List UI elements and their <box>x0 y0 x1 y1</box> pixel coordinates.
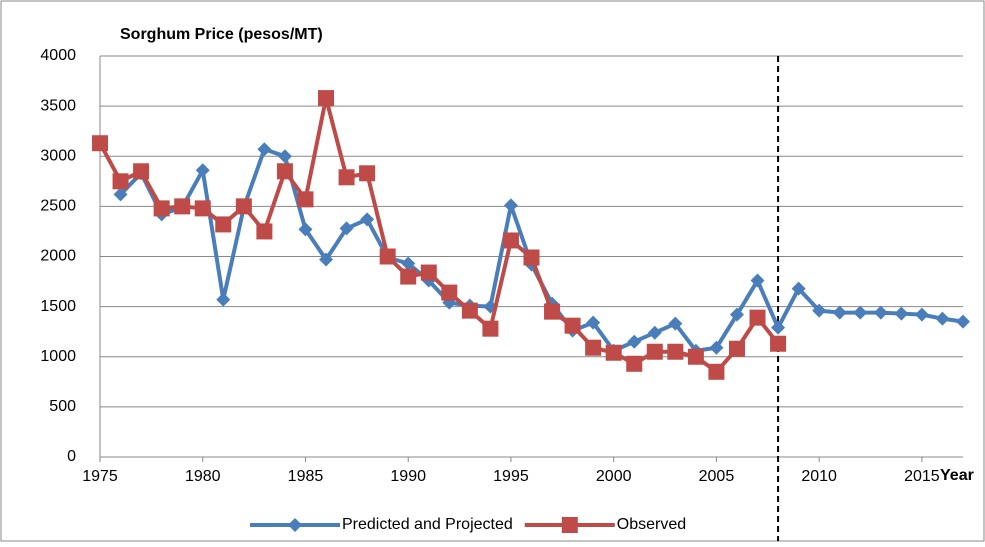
data-point <box>564 317 581 334</box>
data-point <box>647 325 662 340</box>
y-tick-label: 1000 <box>40 348 76 365</box>
data-point <box>401 256 416 271</box>
data-point <box>92 135 108 152</box>
data-point <box>668 316 683 331</box>
data-point <box>257 142 272 157</box>
data-point <box>195 163 210 178</box>
data-point <box>586 315 601 330</box>
x-tick-label: 1985 <box>288 468 324 485</box>
data-point <box>298 222 313 237</box>
data-point <box>360 212 375 227</box>
data-point <box>873 305 888 320</box>
data-point <box>935 311 950 326</box>
data-point <box>894 306 909 321</box>
data-point <box>667 343 684 360</box>
y-tick-label: 2000 <box>40 248 76 265</box>
data-point <box>749 309 766 326</box>
x-axis-label: Year <box>940 467 974 484</box>
data-point <box>914 307 929 322</box>
data-point <box>708 363 725 380</box>
data-point <box>771 320 786 335</box>
series-line <box>119 147 964 353</box>
x-tick-label: 2000 <box>596 468 632 485</box>
data-point <box>216 292 231 307</box>
data-point <box>523 249 540 266</box>
x-tick-label: 1980 <box>185 468 221 485</box>
data-point <box>605 344 622 361</box>
data-point <box>502 232 519 249</box>
x-tick-label: 1990 <box>390 468 426 485</box>
data-point <box>441 284 458 301</box>
y-tick-label: 3500 <box>40 97 76 114</box>
series <box>113 142 970 358</box>
y-tick-label: 2500 <box>40 198 76 215</box>
x-tick-label: 2010 <box>801 468 837 485</box>
data-point <box>133 163 150 180</box>
data-point <box>687 348 704 365</box>
data-point <box>420 264 437 281</box>
data-point <box>503 198 518 213</box>
data-point <box>400 268 417 285</box>
y-tick-label: 3000 <box>40 147 76 164</box>
legend-label: Predicted and Projected <box>342 516 513 533</box>
data-point <box>626 355 643 372</box>
y-tick-label: 1500 <box>40 298 76 315</box>
data-point <box>729 307 744 322</box>
data-point <box>153 200 170 217</box>
data-point <box>956 314 970 329</box>
x-tick-label: 1995 <box>493 468 529 485</box>
data-point <box>728 340 745 357</box>
data-point <box>482 320 499 337</box>
x-tick-label: 2015 <box>904 468 940 485</box>
y-tick-label: 4000 <box>40 47 76 64</box>
data-point <box>791 281 806 296</box>
data-point <box>812 303 827 318</box>
data-point <box>297 191 314 208</box>
data-point <box>461 302 478 319</box>
y-tick-label: 0 <box>67 448 76 465</box>
y-tick-label: 500 <box>49 398 76 415</box>
data-point <box>709 340 724 355</box>
chart-title: Sorghum Price (pesos/MT) <box>120 26 323 43</box>
data-point <box>627 334 642 349</box>
data-point <box>235 198 252 215</box>
data-point <box>318 90 335 107</box>
x-tick-label: 2005 <box>699 468 735 485</box>
data-point <box>770 335 787 352</box>
data-point <box>194 200 211 217</box>
x-tick-label: 1975 <box>82 468 118 485</box>
data-point <box>112 173 129 190</box>
data-point <box>113 187 128 202</box>
data-point <box>174 198 191 215</box>
data-point <box>338 169 355 186</box>
data-point <box>646 343 663 360</box>
data-point <box>853 305 868 320</box>
data-point <box>585 339 602 356</box>
data-point <box>561 517 578 533</box>
data-point <box>379 248 396 265</box>
data-point <box>750 273 765 288</box>
legend-label: Observed <box>617 516 686 533</box>
data-point <box>288 518 302 532</box>
data-point <box>832 305 847 320</box>
data-point <box>339 221 354 236</box>
data-point <box>359 165 376 182</box>
series-line <box>98 96 780 374</box>
data-point <box>256 223 273 240</box>
data-point <box>319 252 334 267</box>
data-point <box>277 149 292 164</box>
data-point <box>215 216 232 233</box>
data-point <box>544 303 561 320</box>
series <box>92 90 787 380</box>
data-point <box>276 163 293 180</box>
